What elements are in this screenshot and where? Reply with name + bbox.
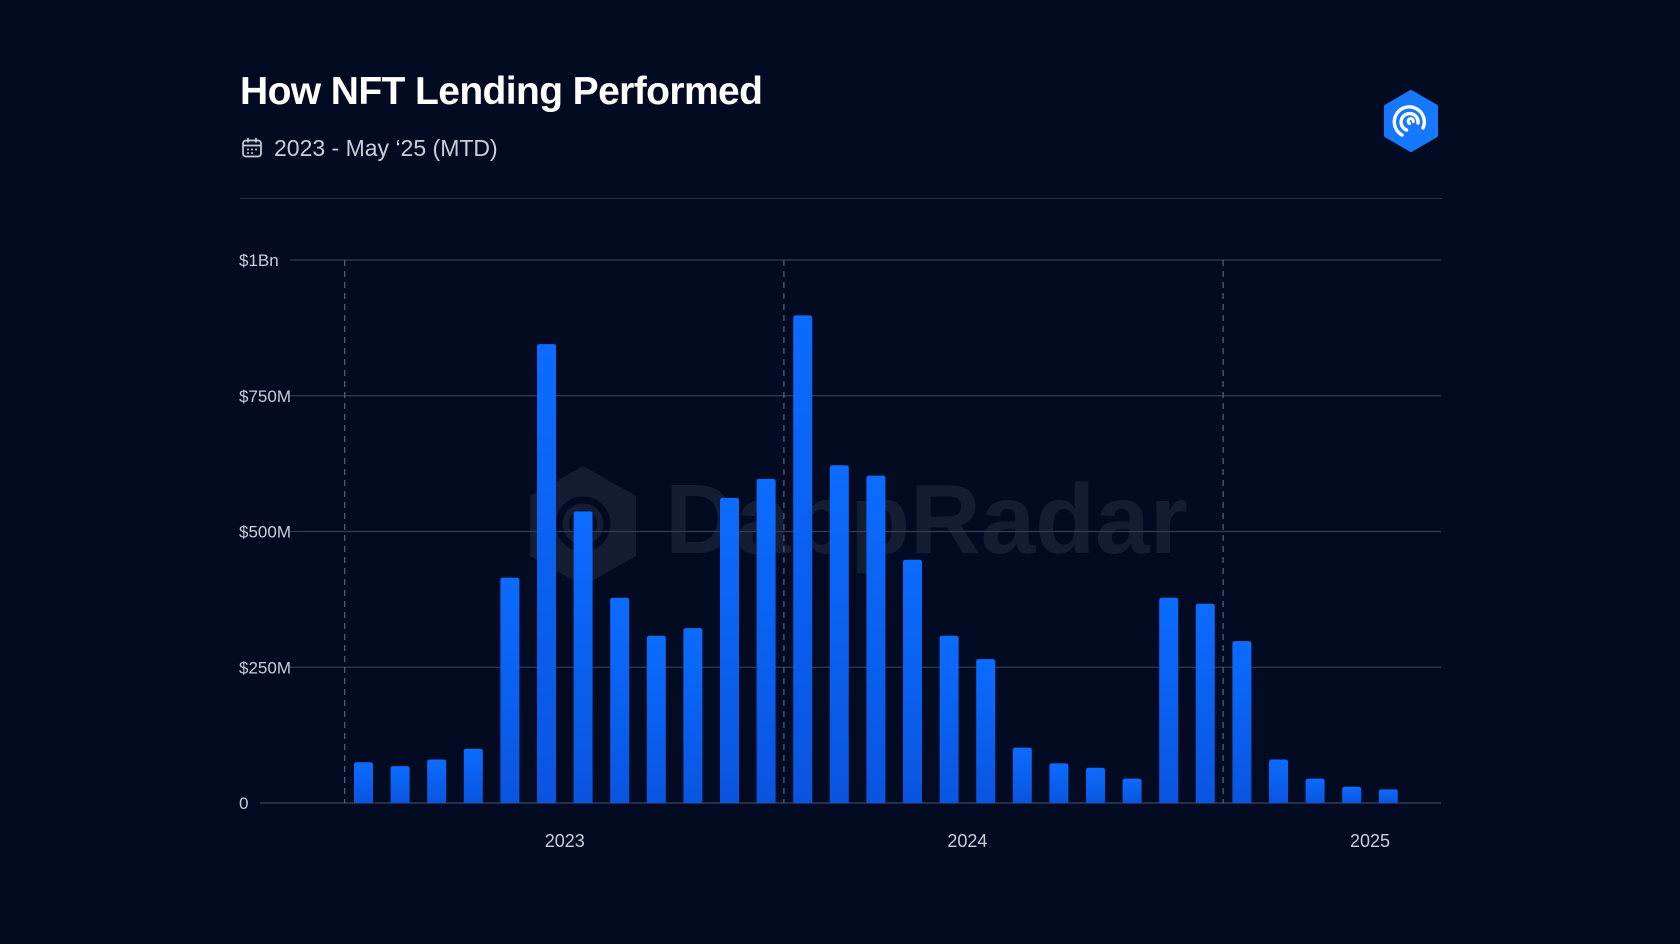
y-tick-label: $1Bn bbox=[239, 251, 279, 270]
bar bbox=[463, 748, 483, 803]
y-tick-label: $500M bbox=[239, 523, 291, 542]
date-range: 2023 - May ‘25 (MTD) bbox=[240, 133, 498, 163]
chart-title: How NFT Lending Performed bbox=[240, 70, 763, 113]
bar bbox=[610, 597, 630, 803]
chart-subtitle: 2023 - May ‘25 (MTD) bbox=[274, 134, 498, 161]
y-tick-label: $250M bbox=[239, 658, 291, 677]
bar bbox=[573, 511, 593, 803]
bar bbox=[793, 315, 813, 803]
watermark-text: DappRadar bbox=[665, 464, 1188, 574]
bar bbox=[1086, 767, 1105, 803]
bar bbox=[1049, 763, 1069, 803]
y-tick-label: $750M bbox=[239, 387, 291, 406]
bar bbox=[939, 635, 959, 803]
bar bbox=[683, 628, 703, 803]
bar bbox=[903, 559, 922, 803]
bar bbox=[537, 344, 556, 803]
bar bbox=[866, 475, 886, 803]
header-divider bbox=[240, 198, 1442, 199]
bar bbox=[1195, 603, 1215, 803]
bar bbox=[720, 497, 739, 803]
bar bbox=[427, 759, 447, 803]
bar bbox=[390, 766, 410, 803]
bar bbox=[1269, 759, 1288, 803]
bar bbox=[500, 577, 520, 803]
bar bbox=[1159, 597, 1179, 803]
bar bbox=[646, 635, 666, 803]
x-tick-label: 2023 bbox=[545, 831, 585, 851]
bar bbox=[1342, 786, 1362, 803]
dappradar-logo-icon bbox=[1384, 90, 1438, 152]
bar bbox=[1305, 778, 1325, 803]
bar bbox=[976, 659, 996, 803]
bar bbox=[829, 465, 849, 803]
bar bbox=[1378, 789, 1398, 803]
bar bbox=[1232, 641, 1252, 803]
bar bbox=[1122, 778, 1142, 803]
bar bbox=[1012, 747, 1032, 803]
bar bbox=[756, 478, 776, 803]
watermark: DappRadar bbox=[530, 464, 1188, 586]
calendar-icon bbox=[242, 137, 262, 158]
y-tick-label: 0 bbox=[239, 794, 248, 813]
x-tick-label: 2024 bbox=[947, 831, 987, 851]
bar bbox=[354, 762, 373, 803]
x-tick-label: 2025 bbox=[1350, 831, 1390, 851]
